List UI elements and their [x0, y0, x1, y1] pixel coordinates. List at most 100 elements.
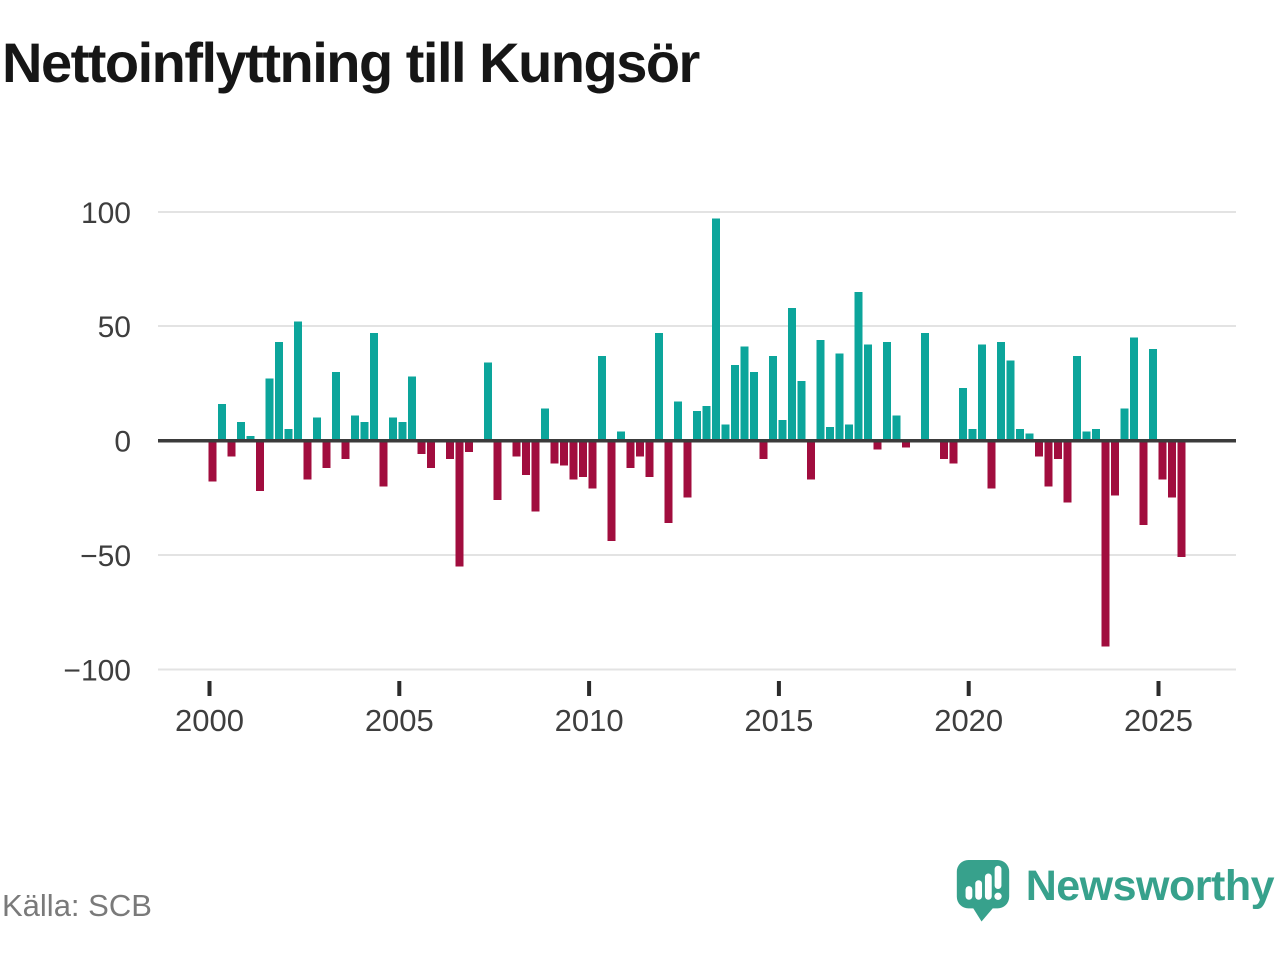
bar [987, 440, 996, 489]
y-axis-label: 100 [81, 197, 131, 230]
bar [959, 387, 967, 441]
bar [1016, 429, 1024, 441]
bar [873, 440, 882, 450]
bar [370, 332, 378, 441]
bar [1120, 408, 1129, 441]
x-axis-tick [1156, 681, 1161, 696]
bar [246, 435, 255, 441]
bar [341, 440, 350, 459]
bar [417, 440, 426, 455]
x-axis-tick [207, 681, 212, 696]
bar [769, 355, 777, 441]
bar [949, 440, 958, 464]
bar [427, 440, 435, 468]
logo-exclamation-dot [994, 892, 1002, 900]
bar [759, 440, 768, 459]
bar [1177, 440, 1186, 558]
bar [522, 440, 530, 475]
bar [446, 440, 454, 459]
bar [1111, 440, 1119, 496]
x-axis-label: 2020 [934, 703, 1003, 738]
bar [208, 440, 217, 482]
bar [835, 353, 844, 441]
bar [1054, 440, 1062, 459]
bar [712, 218, 720, 441]
bar [294, 321, 302, 441]
bar [807, 440, 815, 480]
bar [731, 365, 739, 441]
x-axis-tick [587, 681, 592, 696]
bar [921, 332, 929, 441]
bar [1044, 440, 1053, 487]
logo-bar-medium [974, 880, 982, 900]
x-axis-label: 2025 [1124, 703, 1193, 738]
bar [379, 440, 388, 487]
bar [892, 415, 901, 441]
bar [788, 307, 796, 441]
bar [1082, 431, 1091, 441]
source-label: Källa: SCB [2, 888, 152, 923]
y-axis-label: 0 [114, 426, 131, 459]
x-axis-label: 2000 [175, 703, 244, 738]
bar [218, 403, 226, 441]
bar [883, 342, 891, 441]
bar [845, 424, 853, 441]
bar [389, 417, 397, 441]
bar [1101, 440, 1110, 647]
bar [531, 440, 540, 512]
bar [655, 332, 663, 441]
bar [493, 440, 502, 500]
bar [797, 381, 806, 441]
bar [968, 429, 977, 441]
bar [826, 426, 834, 441]
bar [816, 339, 825, 441]
bar [1063, 440, 1072, 503]
bar [512, 440, 521, 457]
bar [636, 440, 644, 457]
bar [693, 410, 701, 441]
bar [351, 415, 359, 441]
bar [664, 440, 673, 523]
bar [1168, 440, 1176, 498]
bar [1073, 355, 1081, 441]
bar [455, 440, 464, 567]
bar [683, 440, 692, 498]
bar [721, 424, 730, 441]
bar [740, 346, 749, 441]
bar [902, 440, 910, 448]
bar [569, 440, 578, 480]
bar [541, 408, 549, 441]
bar [408, 376, 416, 441]
bar [484, 362, 492, 441]
bar [560, 440, 568, 466]
x-axis-label: 2010 [555, 703, 624, 738]
bar [332, 371, 340, 441]
bar [1149, 349, 1157, 441]
bar [275, 342, 283, 441]
bar [978, 344, 986, 441]
bar [1006, 360, 1015, 441]
bar [360, 422, 369, 441]
y-axis-label: 50 [98, 311, 131, 344]
bar [256, 440, 264, 491]
bar [1139, 440, 1148, 526]
newsworthy-logo: Newsworthy [954, 858, 1275, 922]
bar [465, 440, 473, 452]
y-axis-label: −50 [80, 540, 131, 573]
bar [322, 440, 331, 468]
bar-chart: 100 50 0 −50 −100 2000 2005 2010 2015 2020 2025 [63, 197, 1236, 738]
y-axis-label: −100 [63, 654, 131, 687]
bar [1092, 429, 1100, 441]
bar [265, 378, 274, 441]
bar [598, 355, 606, 441]
newsworthy-logo-icon [956, 859, 1009, 922]
x-axis-tick [776, 681, 781, 696]
bar [588, 440, 597, 489]
logo-bar-small [965, 886, 973, 900]
bar [645, 440, 654, 478]
x-axis-label: 2015 [744, 703, 813, 738]
page-title: Nettoinflyttning till Kungsör [2, 31, 700, 94]
x-axis-tick [397, 681, 402, 696]
bar [237, 422, 245, 441]
